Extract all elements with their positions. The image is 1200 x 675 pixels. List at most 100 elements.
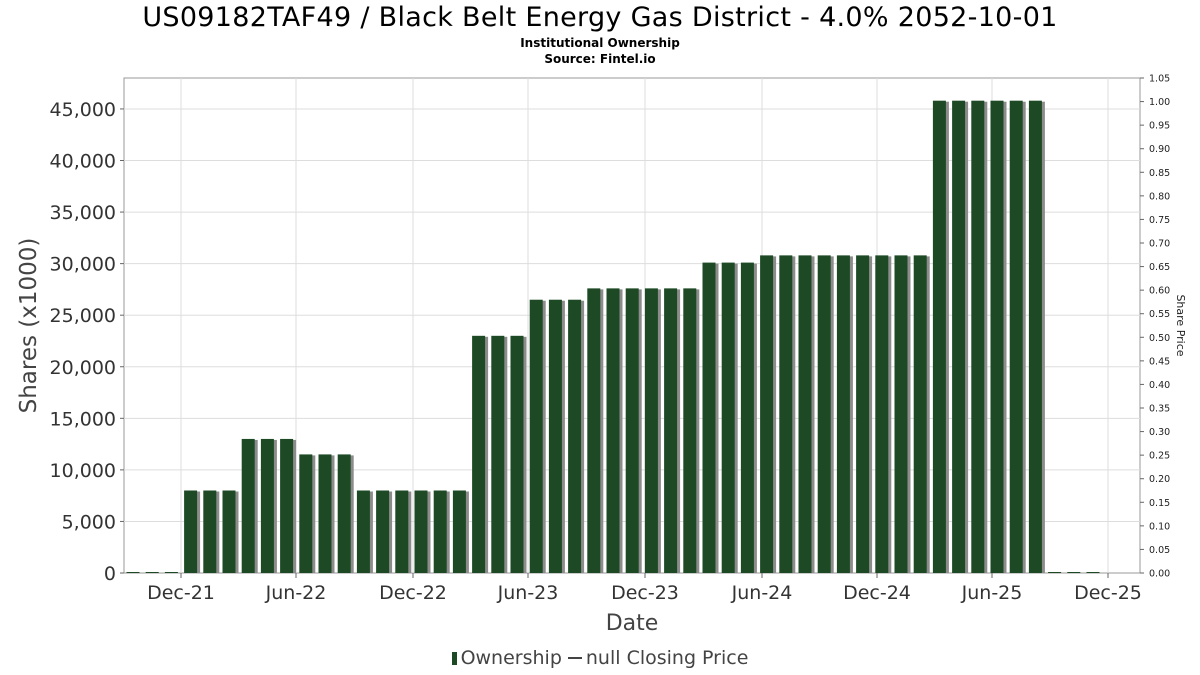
ownership-bar [145,572,159,573]
ownership-bar [376,490,390,573]
ownership-bar [568,299,582,573]
ownership-bar [126,572,140,573]
y2-tick-label: 0.75 [1149,215,1170,226]
y2-tick-label: 0.60 [1149,286,1170,297]
x-tick-label: Dec-24 [843,582,911,604]
ownership-bar [529,299,543,573]
x-tick-label: Dec-23 [611,582,679,604]
ownership-bar [203,490,217,573]
ownership-bar [779,255,793,573]
y-tick-label: 40,000 [50,151,116,173]
ownership-bar [587,288,601,573]
ownership-bar [760,255,774,573]
y2-tick-label: 0.20 [1149,474,1170,485]
ownership-bar [664,288,678,573]
chart-source: Source: Fintel.io [544,52,656,66]
chart-legend: Ownership null Closing Price [0,647,1200,669]
y2-tick-label: 0.05 [1149,545,1170,556]
y-tick-label: 35,000 [50,202,116,224]
ownership-bar [1009,100,1023,573]
y-tick-label: 30,000 [50,254,116,276]
y2-tick-label: 0.30 [1149,427,1170,438]
x-tick-label: Jun-25 [961,582,1023,604]
ownership-bar [548,299,562,573]
ownership-bar [491,335,505,573]
y-tick-label: 15,000 [50,408,116,430]
ownership-bar [856,255,870,573]
y2-tick-label: 0.10 [1149,521,1170,532]
ownership-bar [817,255,831,573]
y-tick-label: 45,000 [50,99,116,121]
x-tick-label: Dec-22 [379,582,447,604]
price-legend-line [567,657,582,659]
ownership-legend-swatch [451,652,457,665]
y2-tick-label: 0.95 [1149,121,1170,132]
ownership-bar [337,454,351,573]
y2-tick-label: 0.35 [1149,404,1170,415]
ownership-legend-label: Ownership [460,647,562,669]
ownership-bar [740,262,754,573]
ownership-bar [433,490,447,573]
ownership-bar [683,288,697,573]
x-axis-label: Date [606,611,659,636]
y2-tick-label: 0.85 [1149,168,1170,179]
x-tick-label: Jun-24 [731,582,793,604]
ownership-bar [472,335,486,573]
y2-tick-label: 1.05 [1149,74,1170,85]
ownership-bar [875,255,889,573]
ownership-bar [184,490,198,573]
y2-tick-label: 0.40 [1149,380,1170,391]
ownership-bar [990,100,1004,573]
ownership-bar [932,100,946,573]
ownership-bar [913,255,927,573]
ownership-bar [299,454,313,573]
ownership-bar [260,438,274,573]
y2-axis-label: Share Price [1174,294,1187,356]
y2-tick-label: 0.90 [1149,144,1170,155]
y2-tick-label: 0.00 [1149,569,1170,580]
ownership-bar [702,262,716,573]
ownership-bar [644,288,658,573]
y2-tick-label: 0.15 [1149,498,1170,509]
ownership-bar [1086,572,1100,573]
y2-tick-label: 1.00 [1149,97,1170,108]
price-legend-label: null Closing Price [585,647,749,669]
ownership-bar [280,438,294,573]
ownership-bar [952,100,966,573]
ownership-bar [164,572,178,573]
ownership-bar [318,454,332,573]
ownership-bar [606,288,620,573]
x-tick-label: Jun-23 [497,582,559,604]
y-tick-label: 25,000 [50,305,116,327]
x-tick-label: Dec-25 [1074,582,1142,604]
y2-tick-label: 0.25 [1149,451,1170,462]
x-tick-label: Jun-22 [265,582,327,604]
ownership-bar [1067,572,1081,573]
y2-tick-label: 0.55 [1149,309,1170,320]
ownership-bar [1048,572,1062,573]
ownership-bar [356,490,370,573]
ownership-bar [395,490,409,573]
ownership-bar [798,255,812,573]
y2-tick-label: 0.65 [1149,262,1170,273]
ownership-bar [625,288,639,573]
ownership-bar [894,255,908,573]
x-tick-label: Dec-21 [147,582,215,604]
y-tick-label: 5,000 [62,511,116,533]
ownership-bar [721,262,735,573]
ownership-bar [452,490,466,573]
y-tick-label: 0 [104,563,116,585]
ownership-bar [222,490,236,573]
ownership-bar [971,100,985,573]
y2-tick-label: 0.50 [1149,333,1170,344]
y2-tick-label: 0.80 [1149,191,1170,202]
ownership-bar [1028,100,1042,573]
chart-title: US09182TAF49 / Black Belt Energy Gas Dis… [142,2,1058,33]
ownership-bar [510,335,524,573]
y2-tick-label: 0.70 [1149,239,1170,250]
y-axis-label: Shares (x1000) [16,238,42,414]
ownership-bar [241,438,255,573]
y2-tick-label: 0.45 [1149,356,1170,367]
ownership-bar [414,490,428,573]
